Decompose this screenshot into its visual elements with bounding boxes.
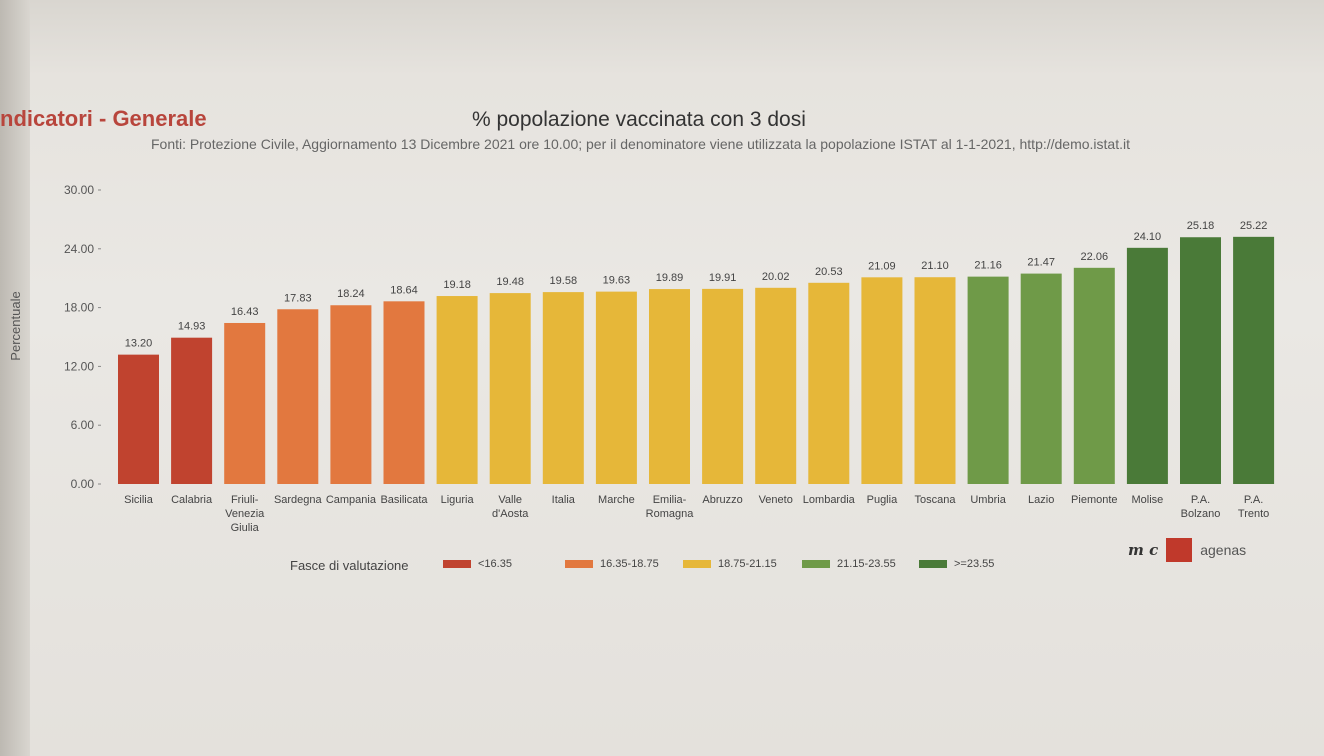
bar-value-label: 14.93: [178, 321, 206, 333]
x-tick-label: Friuli-Venezia Giulia: [225, 494, 265, 534]
bar: [914, 277, 956, 484]
x-tick-label: Valle d'Aosta: [492, 494, 529, 520]
bar: [277, 309, 319, 484]
bar-value-label: 19.91: [709, 272, 737, 284]
bar: [118, 354, 159, 484]
x-tick-label: Lombardia: [803, 494, 856, 506]
y-tick-label: 24.00: [64, 242, 94, 256]
bar-value-label: 19.58: [550, 275, 578, 287]
x-tick-label: Toscana: [915, 494, 957, 506]
legend-label: 16.35-18.75: [600, 558, 659, 570]
agenas-logo: agenas: [1200, 542, 1247, 558]
x-tick-label: Basilicata: [380, 494, 428, 506]
bar: [967, 276, 1009, 484]
legend-label: >=23.55: [954, 558, 994, 570]
bar-value-label: 22.06: [1081, 251, 1109, 263]
bar: [330, 305, 372, 484]
bar-value-label: 20.53: [815, 266, 843, 278]
bar-value-label: 25.18: [1187, 220, 1215, 232]
bar: [436, 296, 478, 484]
bar-value-label: 21.10: [921, 260, 949, 272]
bar: [808, 282, 850, 484]
x-tick-label: Sicilia: [124, 494, 154, 506]
x-tick-label: Abruzzo: [702, 494, 742, 506]
legend-label: <16.35: [478, 558, 512, 570]
y-tick-label: 30.00: [64, 183, 94, 197]
bar-value-label: 21.09: [868, 260, 896, 272]
bar: [1073, 267, 1115, 484]
ministero-logo: m c: [1128, 541, 1159, 559]
bar: [1020, 273, 1062, 484]
x-tick-label: Umbria: [970, 494, 1006, 506]
bar: [595, 291, 637, 484]
bar: [1180, 237, 1221, 484]
bar-value-label: 19.89: [656, 272, 684, 284]
chart-title: % popolazione vaccinata con 3 dosi: [472, 108, 806, 131]
bar-value-label: 21.16: [974, 260, 1002, 272]
bar-value-label: 24.10: [1134, 231, 1162, 243]
bar-value-label: 19.18: [443, 279, 471, 291]
x-tick-label: Puglia: [867, 494, 898, 506]
bar-value-label: 13.20: [125, 338, 153, 350]
y-tick-label: 6.00: [71, 418, 95, 432]
legend-swatch: [683, 560, 711, 568]
legend-label: 21.15-23.55: [837, 558, 896, 570]
legend-label: 18.75-21.15: [718, 558, 777, 570]
y-axis-label: Percentuale: [8, 291, 23, 360]
paper-edge: [0, 0, 30, 756]
legend-swatch: [802, 560, 830, 568]
bar-value-label: 18.24: [337, 288, 365, 300]
bar: [702, 288, 744, 484]
y-tick-label: 18.00: [64, 301, 94, 315]
x-tick-label: Campania: [326, 494, 377, 506]
source-note: Fonti: Protezione Civile, Aggiornamento …: [151, 136, 1130, 152]
bar: [755, 287, 797, 484]
x-tick-label: Lazio: [1028, 494, 1054, 506]
x-tick-label: Liguria: [441, 494, 475, 506]
bar-value-label: 19.63: [603, 275, 631, 287]
logos: m c agenas: [1128, 538, 1246, 562]
x-tick-label: Marche: [598, 494, 635, 506]
legend-title: Fasce di valutazione: [290, 558, 409, 573]
bar: [224, 322, 266, 484]
bar-value-label: 21.47: [1027, 257, 1055, 269]
bar: [489, 293, 531, 484]
bar-value-label: 18.64: [390, 284, 418, 296]
y-tick-label: 0.00: [71, 477, 95, 491]
x-tick-label: P.A. Bolzano: [1181, 494, 1221, 520]
bar-value-label: 20.02: [762, 271, 790, 283]
bar-value-label: 19.48: [496, 276, 524, 288]
x-tick-label: Molise: [1132, 494, 1164, 506]
bar: [861, 277, 903, 484]
bar: [542, 292, 584, 484]
x-tick-label: Emilia-Romagna: [646, 494, 695, 520]
x-tick-label: P.A. Trento: [1238, 494, 1269, 520]
x-tick-label: Italia: [552, 494, 576, 506]
legend-swatch: [565, 560, 593, 568]
x-tick-label: Piemonte: [1071, 494, 1117, 506]
bar: [649, 289, 690, 484]
bar-value-label: 16.43: [231, 306, 259, 318]
x-tick-label: Veneto: [759, 494, 793, 506]
legend-swatch: [443, 560, 471, 568]
bar: [383, 301, 425, 484]
bar-value-label: 25.22: [1240, 220, 1268, 232]
section-title: ndicatori - Generale: [0, 106, 207, 131]
legend-swatch: [919, 560, 947, 568]
iss-logo: [1166, 538, 1193, 562]
x-tick-label: Sardegna: [274, 494, 323, 506]
bar-value-label: 17.83: [284, 292, 312, 304]
bar: [171, 337, 213, 484]
bar: [1233, 236, 1275, 484]
y-tick-label: 12.00: [64, 359, 94, 373]
bar: [1126, 247, 1168, 484]
x-tick-label: Calabria: [171, 494, 213, 506]
